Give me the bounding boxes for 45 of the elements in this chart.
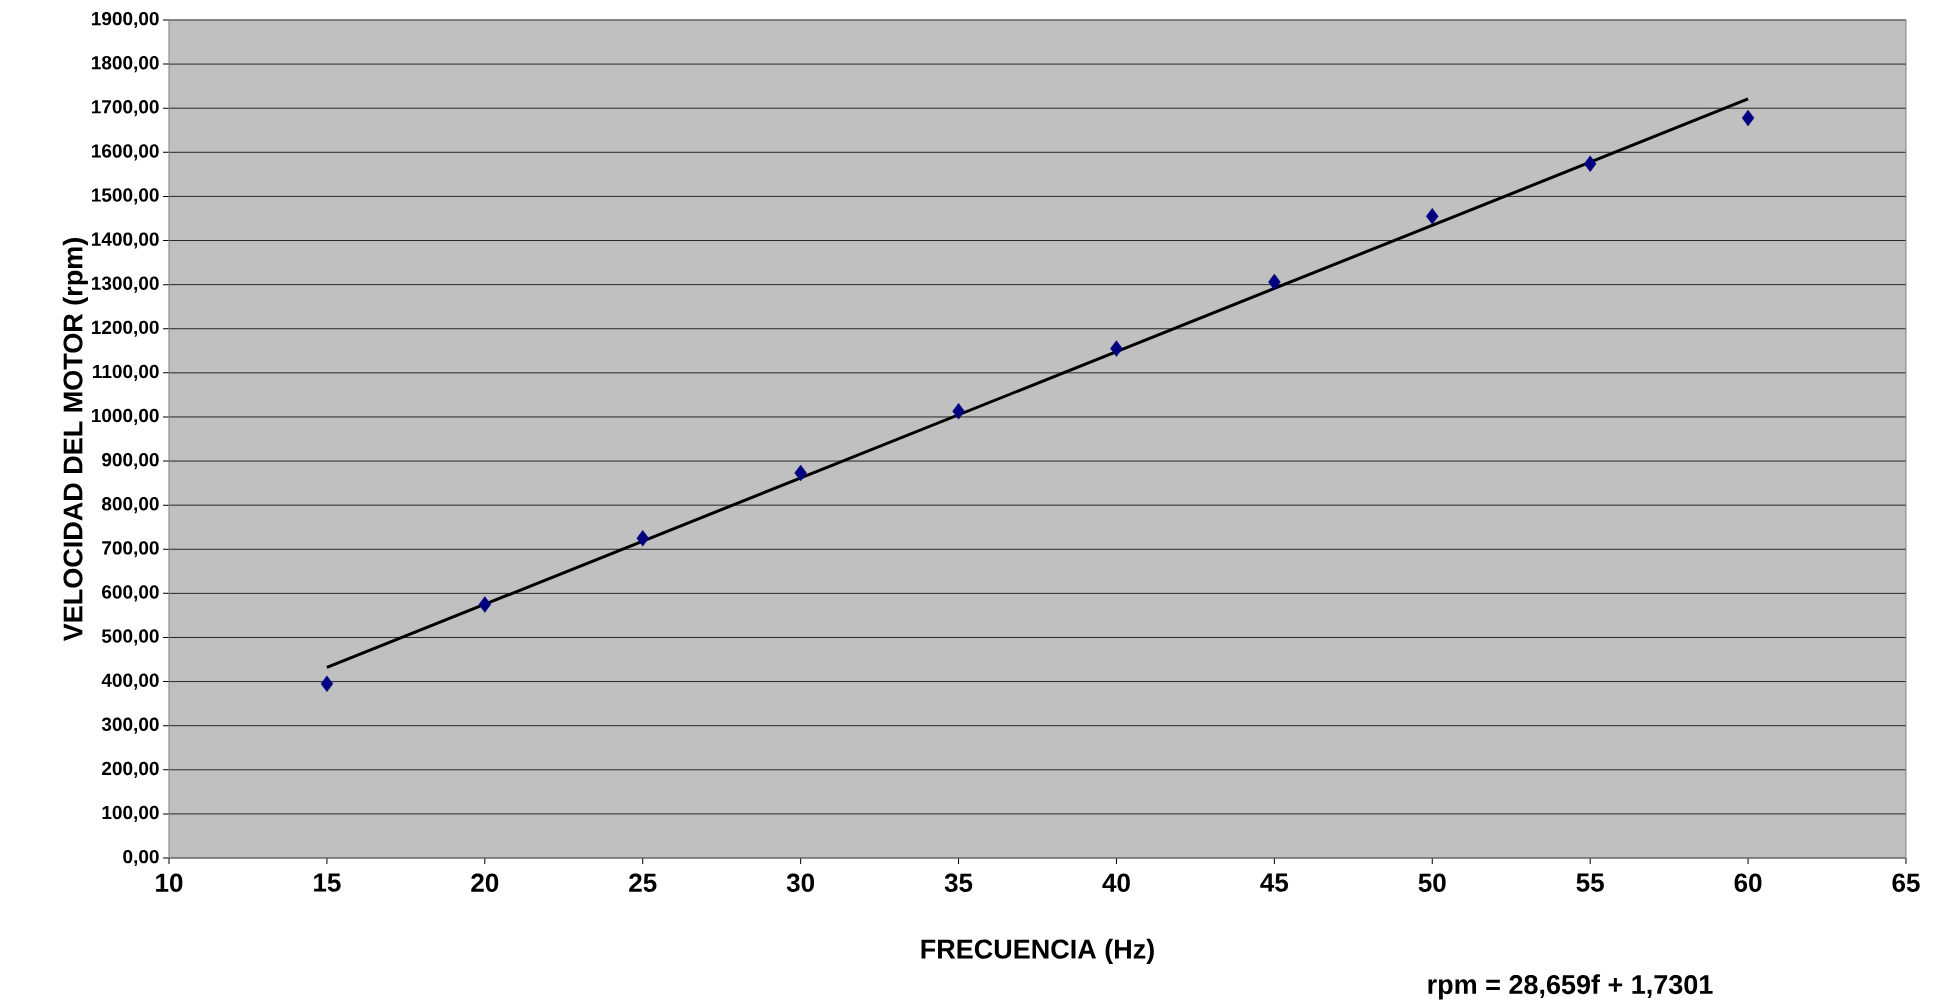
x-tick-label: 20 — [471, 873, 499, 892]
y-tick-label: 1300,00 — [91, 276, 159, 293]
point — [478, 596, 492, 613]
y-tick-label: 600,00 — [102, 585, 159, 602]
text: rpm = 28,659f + 1,7301 — [1428, 974, 1713, 1000]
y-tick-label: 400,00 — [101, 673, 159, 690]
point — [636, 530, 649, 547]
point — [952, 403, 965, 420]
y-tick-label: 1000,00 — [91, 408, 159, 426]
y-tick-label: 800,00 — [101, 497, 159, 514]
point — [1741, 109, 1755, 127]
y-tick-label: 700,00 — [102, 541, 159, 558]
point — [1583, 155, 1597, 172]
x-tick-label: 40 — [1102, 873, 1130, 892]
y-tick-label: 0,00 — [123, 849, 159, 867]
y-tick-label: 1900,00 — [91, 11, 159, 29]
y-tick-label: 1500,00 — [91, 188, 159, 205]
y-axis-title: VELOCIDAD DEL MOTOR (rpm) — [62, 238, 88, 642]
x-tick-label: 50 — [1418, 873, 1446, 892]
x-tick-label: 45 — [1260, 873, 1289, 892]
y-tick-label: 1100,00 — [93, 364, 159, 381]
point — [794, 464, 807, 482]
x-axis-title: FRECUENCIA (Hz) — [921, 938, 1154, 965]
x-tick-label: 65 — [1892, 873, 1920, 892]
x-tick-label: 15 — [314, 873, 341, 892]
y-tick-label: 500,00 — [101, 629, 159, 646]
x-tick-label: 55 — [1576, 873, 1604, 892]
x-tick-label: 35 — [944, 873, 973, 892]
y-tick-label: 1600,00 — [91, 144, 159, 161]
y-tick-label: 300,00 — [101, 717, 159, 734]
point — [320, 675, 334, 692]
point — [1110, 340, 1123, 357]
x-tick-label: 25 — [629, 873, 657, 892]
x-tick-label: 30 — [786, 873, 815, 892]
x-tick-label: 10 — [156, 873, 183, 892]
y-tick-label: 100,00 — [102, 805, 159, 822]
y-tick-label: 1400,00 — [91, 232, 159, 249]
y-tick-label: 1200,00 — [91, 320, 159, 337]
y-tick-label: 200,00 — [102, 761, 159, 778]
point — [1426, 208, 1439, 225]
y-tick-label: 1700,00 — [91, 100, 159, 117]
y-tick-label: 900,00 — [102, 452, 159, 470]
y-tick-label: 1800,00 — [91, 55, 159, 73]
x-tick-label: 60 — [1734, 873, 1762, 892]
point — [1268, 273, 1281, 291]
